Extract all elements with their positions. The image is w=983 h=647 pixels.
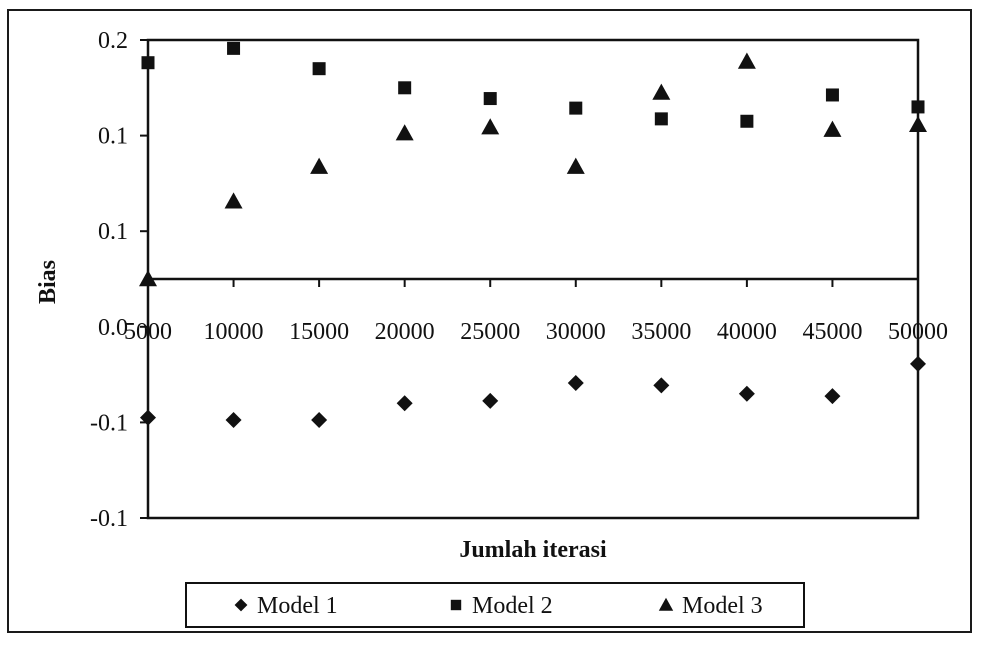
series-1-point [396,395,413,412]
series-1-point [910,355,926,372]
series-2-point [569,101,583,115]
series-1-point [653,377,670,394]
y-axis-ticks: 0.2 0.1 0.1 0.0 -0.1 -0.1 [90,28,148,532]
y-tick-label: -0.1 [90,506,128,532]
legend-marker-2 [450,599,462,611]
x-tick-label: 50000 [888,319,948,345]
series-3-point [566,157,585,174]
x-axis-ticks: 5000 10000 15000 20000 25000 30000 35000 40000 4… [124,279,948,345]
series-1-point [482,392,499,409]
series-1-point [738,385,755,402]
series-3-point [224,192,243,209]
chart-frame [7,9,972,633]
series-3-point [652,83,671,100]
legend-label-3: Model 3 [682,593,763,619]
series-2-point [312,62,326,76]
series-3-point [395,124,414,141]
x-tick-label: 10000 [204,319,264,345]
series-1-point [225,412,242,429]
series-3-point [481,118,500,135]
series-2-point [141,56,155,70]
series-2-point [483,92,497,106]
y-tick-label: 0.1 [98,124,128,150]
legend-label-2: Model 2 [472,593,553,619]
x-tick-label: 40000 [717,319,777,345]
series-2-point [740,114,754,128]
y-tick-label: 0.2 [98,28,128,54]
x-axis-title: Jumlah iterasi [459,537,607,563]
legend-marker-3 [658,597,674,611]
series-2-point [654,112,668,126]
legend-label-1: Model 1 [257,593,338,619]
series-2-point [227,41,241,55]
series-2-point [911,100,925,114]
y-tick-label: -0.1 [90,410,128,436]
y-tick-label: 0.1 [98,219,128,245]
legend-marker-1 [234,598,248,612]
series-3-point [310,157,329,174]
plot-area [146,38,920,520]
x-tick-label: 35000 [631,319,691,345]
series-3-point [909,115,927,133]
x-tick-label: 5000 [124,319,172,345]
y-axis-title: Bias [35,260,61,304]
series-1-point [824,388,841,405]
series-1-point [140,409,156,426]
x-tick-label: 20000 [375,319,435,345]
series-2-point [825,88,839,102]
series-1-point [311,412,328,429]
x-tick-label: 30000 [546,319,606,345]
x-tick-label: 15000 [289,319,349,345]
legend-box [185,582,805,628]
legend: Model 1 Model 2 Model 3 [185,582,805,628]
series-3-point [737,52,756,69]
x-tick-label: 45000 [802,319,862,345]
x-tick-label: 25000 [460,319,520,345]
series-1-point [567,374,584,391]
data-markers [139,41,927,429]
series-3-point [139,270,157,287]
series-2-point [398,81,412,95]
y-tick-label: 0.0 [98,315,128,341]
series-3-point [823,120,842,137]
